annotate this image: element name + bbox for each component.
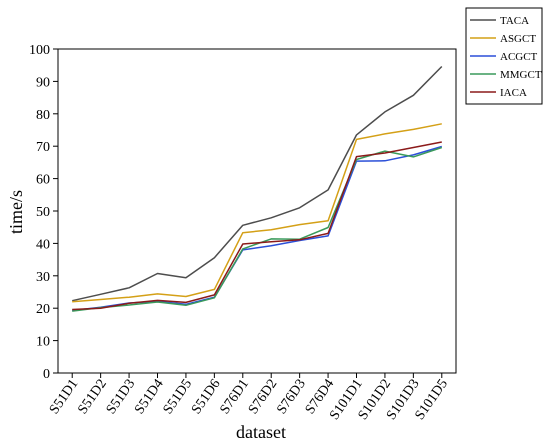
plot-frame bbox=[57, 48, 457, 374]
x-tick-label: S51D5 bbox=[161, 377, 196, 417]
series-line-mmgct bbox=[72, 146, 443, 312]
legend-label-mmgct: MMGCT bbox=[500, 69, 542, 81]
plot-border bbox=[57, 48, 457, 374]
x-tick-label: S51D4 bbox=[132, 377, 167, 417]
series-lines bbox=[72, 65, 443, 312]
legend-label-acgct: ACGCT bbox=[500, 51, 538, 63]
y-tick-label: 100 bbox=[29, 43, 50, 58]
y-tick-label: 60 bbox=[36, 173, 50, 188]
x-tick-label: S76D3 bbox=[274, 377, 309, 417]
x-tick-label: S51D1 bbox=[47, 377, 82, 417]
y-axis-title: time/s bbox=[6, 190, 26, 234]
y-tick-label: 70 bbox=[36, 140, 50, 155]
y-tick-label: 40 bbox=[36, 237, 50, 252]
x-axis-title: dataset bbox=[236, 422, 286, 442]
y-axis-ticks: 0 10 20 30 40 50 60 70 80 90 100 bbox=[29, 43, 58, 382]
legend-label-iaca: IACA bbox=[500, 87, 527, 99]
x-axis-ticks: S51D1S51D2S51D3S51D4S51D5S51D6S76D1S76D2… bbox=[47, 373, 451, 423]
series-line-taca bbox=[72, 65, 443, 302]
y-tick-label: 20 bbox=[36, 302, 50, 317]
y-tick-label: 50 bbox=[36, 205, 50, 220]
y-tick-label: 90 bbox=[36, 75, 50, 90]
legend-label-taca: TACA bbox=[500, 15, 529, 27]
y-tick-label: 10 bbox=[36, 335, 50, 350]
legend-label-asgct: ASGCT bbox=[500, 33, 536, 45]
series-line-acgct bbox=[72, 145, 443, 312]
x-tick-label: S76D2 bbox=[246, 377, 281, 417]
series-line-iaca bbox=[72, 141, 442, 311]
x-tick-label: S51D3 bbox=[104, 377, 139, 417]
y-tick-label: 80 bbox=[36, 108, 50, 123]
legend: TACA ASGCT ACGCT MMGCT IACA bbox=[465, 7, 543, 105]
x-tick-label: S51D6 bbox=[189, 377, 224, 417]
y-tick-label: 0 bbox=[43, 367, 50, 382]
series-line-asgct bbox=[72, 123, 442, 303]
x-tick-label: S51D2 bbox=[75, 377, 110, 417]
x-tick-label: S76D1 bbox=[217, 377, 252, 417]
y-tick-label: 30 bbox=[36, 270, 50, 285]
